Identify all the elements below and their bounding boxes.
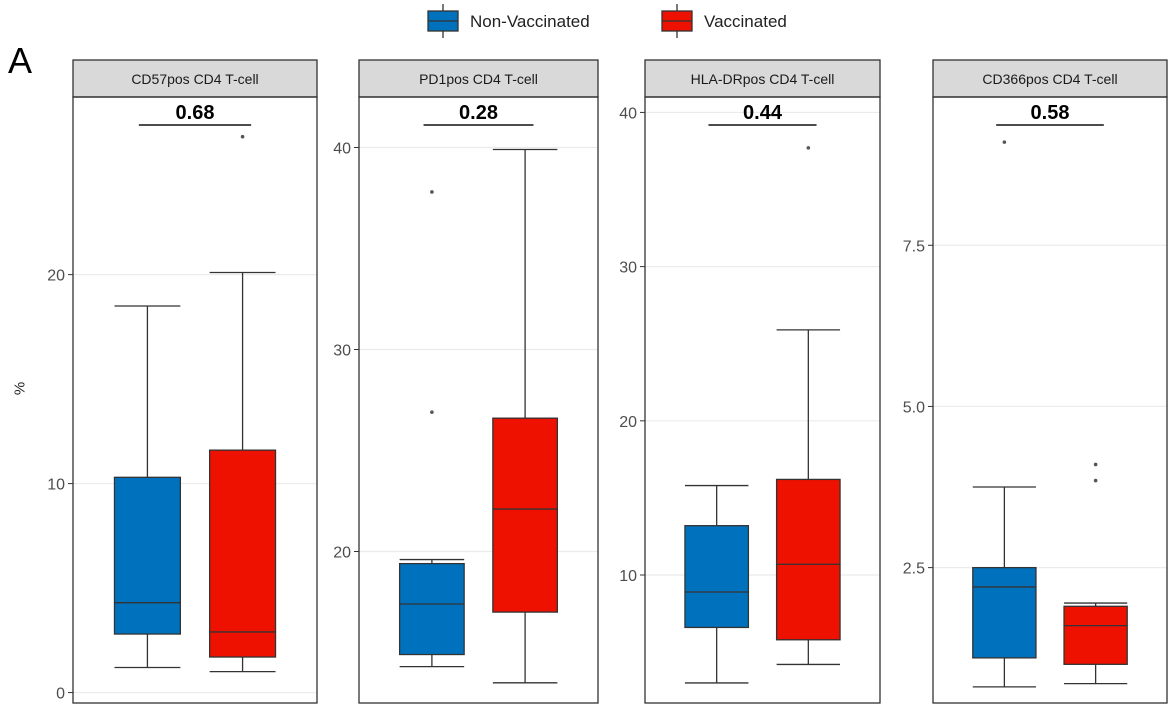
y-tick-label: 5.0 [903,399,925,416]
facet-title: HLA-DRpos CD4 T-cell [691,71,835,87]
y-tick-label: 0 [56,686,65,703]
box-vaccinated [208,134,277,673]
panel: 2.5 5.0 7.5 CD366pos CD4 T-cell 0.58 [903,59,1168,704]
outlier-point [806,146,811,150]
box-iqr [113,476,182,635]
plot-area [933,97,1167,703]
y-tick-label: 20 [47,268,65,285]
box-iqr [1063,605,1128,665]
outlier-point [1093,478,1098,483]
box-iqr [398,562,465,656]
box-iqr [775,478,841,641]
pvalue-label: 0.68 [176,102,215,124]
y-tick-label: 10 [47,477,65,494]
box-non-vaccinated [113,305,182,669]
pvalue-label: 0.44 [743,102,783,124]
facet-strip [72,59,318,98]
panel-border [644,96,881,704]
outlier-point [1002,140,1007,144]
box-vaccinated [492,148,559,684]
y-tick-label: 30 [619,260,637,277]
outlier-point [240,134,245,139]
panel-border [932,96,1168,704]
box-non-vaccinated [398,190,465,668]
y-tick-label: 20 [619,414,637,431]
box-iqr [492,417,559,613]
box-vaccinated [775,146,841,666]
facet-title: PD1pos CD4 T-cell [419,71,538,87]
pvalue-label: 0.28 [459,102,498,124]
legend-item: Non-Vaccinated [427,4,590,38]
facet-title: CD366pos CD4 T-cell [982,71,1117,87]
facet-strip [932,59,1168,98]
y-tick-label: 30 [333,343,351,360]
y-tick-label: 40 [619,105,637,122]
y-tick-label: 10 [619,568,637,585]
panel-letter: A [8,40,33,81]
plot-area [73,97,317,703]
y-tick-label: 40 [333,141,351,158]
box-iqr [972,566,1037,659]
y-tick-label: 20 [333,545,351,562]
y-tick-label: 2.5 [903,561,925,578]
outlier-point [430,410,434,414]
pvalue-label: 0.58 [1031,102,1070,124]
facet-title: CD57pos CD4 T-cell [131,71,258,87]
panel: 0 10 20 CD57pos CD4 T-cell 0.68 [47,59,318,704]
legend-label: Non-Vaccinated [470,12,590,31]
panel-border [358,96,599,704]
panel: 20 30 40 PD1pos CD4 T-cell 0.28 [333,59,599,704]
outlier-point [1093,462,1098,467]
panel-border [72,96,318,704]
box-non-vaccinated [972,140,1037,688]
facet-strip [644,59,881,98]
plot-area [359,97,598,703]
y-tick-label: 7.5 [903,238,925,255]
box-iqr [208,449,277,658]
box-vaccinated [1063,462,1128,685]
outlier-point [430,190,434,194]
plot-area [645,97,880,703]
legend-item: Vaccinated [661,4,787,38]
box-iqr [684,525,750,629]
legend-label: Vaccinated [704,12,787,31]
panel: 10 20 30 40 HLA-DRpos CD4 T-cell 0.44 [619,59,881,704]
box-non-vaccinated [684,484,750,684]
